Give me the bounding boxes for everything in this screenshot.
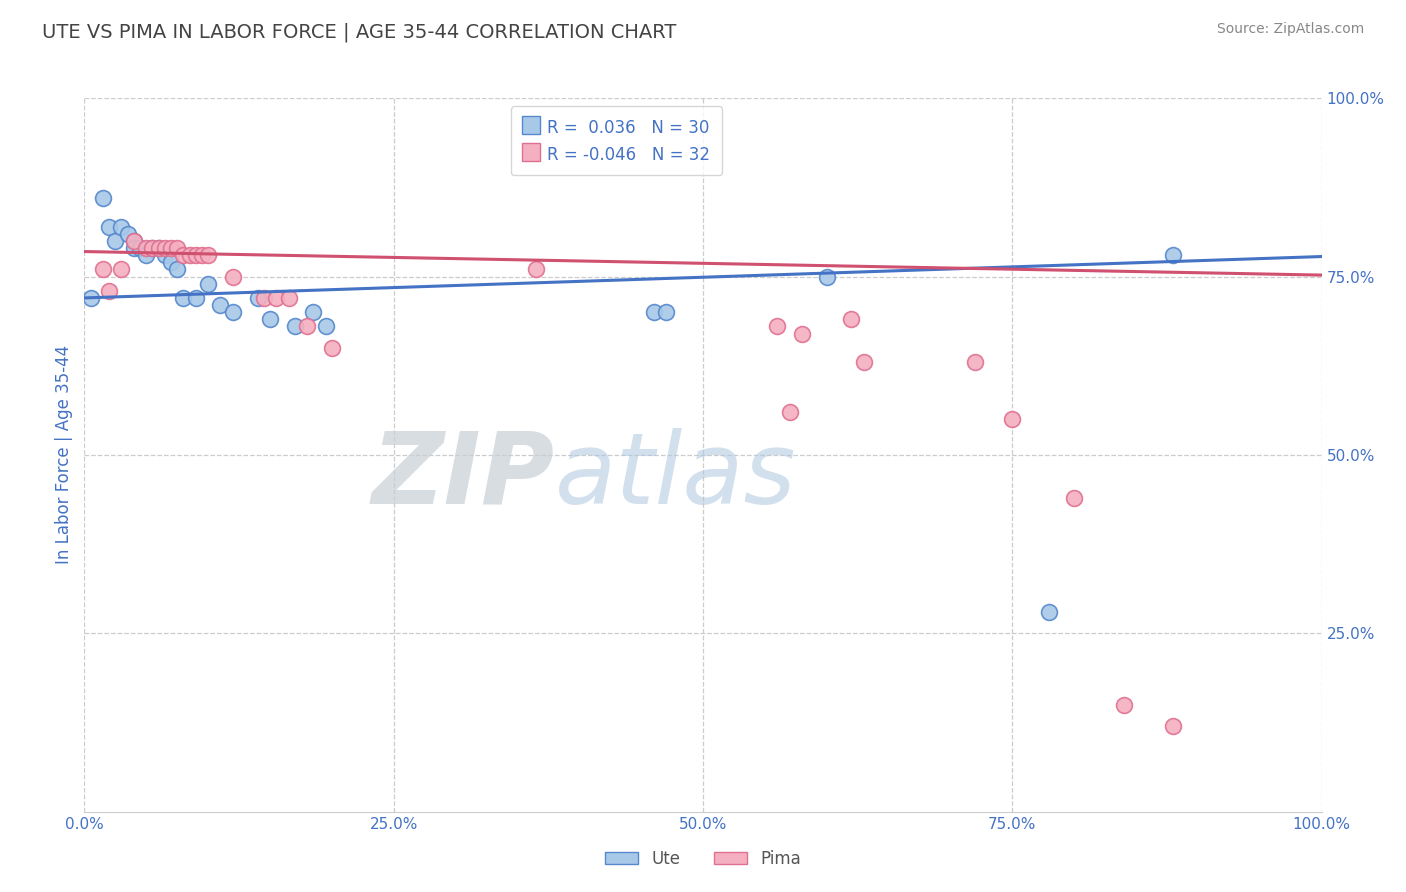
Point [160,241,183,255]
Point [643,305,665,319]
Point [91,262,114,277]
Point [246,291,269,305]
Point [277,291,299,305]
Point [841,312,863,326]
Text: atlas: atlas [554,428,796,524]
Point [98,284,121,298]
Point [965,355,987,369]
Point [122,234,145,248]
Point [209,298,232,312]
Point [321,341,343,355]
Point [122,241,145,255]
Point [135,241,157,255]
Point [141,241,163,255]
Point [166,241,188,255]
Point [191,248,214,262]
Point [315,319,337,334]
Point [284,319,307,334]
Legend: R =  0.036   N = 30, R = -0.046   N = 32: R = 0.036 N = 30, R = -0.046 N = 32 [510,106,723,176]
Text: UTE VS PIMA IN LABOR FORCE | AGE 35-44 CORRELATION CHART: UTE VS PIMA IN LABOR FORCE | AGE 35-44 C… [42,22,676,42]
Point [264,291,287,305]
Point [135,248,157,262]
Point [110,219,132,234]
Point [852,355,875,369]
Point [1001,412,1024,426]
Point [172,291,194,305]
Point [766,319,789,334]
Point [259,312,281,326]
Point [172,248,194,262]
Point [1161,719,1184,733]
Point [222,305,245,319]
Point [160,255,183,269]
Point [141,241,163,255]
Point [184,248,207,262]
Text: ZIP: ZIP [371,428,554,524]
Legend: Ute, Pima: Ute, Pima [598,844,808,875]
Point [524,262,547,277]
Point [148,241,170,255]
Point [104,234,127,248]
Point [197,277,219,291]
Point [129,241,152,255]
Point [184,291,207,305]
Text: Source: ZipAtlas.com: Source: ZipAtlas.com [1216,22,1364,37]
Y-axis label: In Labor Force | Age 35-44: In Labor Force | Age 35-44 [55,345,73,565]
Point [117,227,139,241]
Point [179,248,201,262]
Point [790,326,813,341]
Point [166,262,188,277]
Point [302,305,325,319]
Point [815,269,838,284]
Point [153,248,176,262]
Point [1063,491,1085,505]
Point [122,234,145,248]
Point [1112,698,1135,712]
Point [197,248,219,262]
Point [222,269,245,284]
Point [1038,605,1060,619]
Point [153,241,176,255]
Point [98,219,121,234]
Point [1161,248,1184,262]
Point [79,291,101,305]
Point [295,319,318,334]
Point [253,291,276,305]
Point [779,405,801,419]
Point [148,241,170,255]
Point [110,262,132,277]
Point [91,191,114,205]
Point [655,305,678,319]
